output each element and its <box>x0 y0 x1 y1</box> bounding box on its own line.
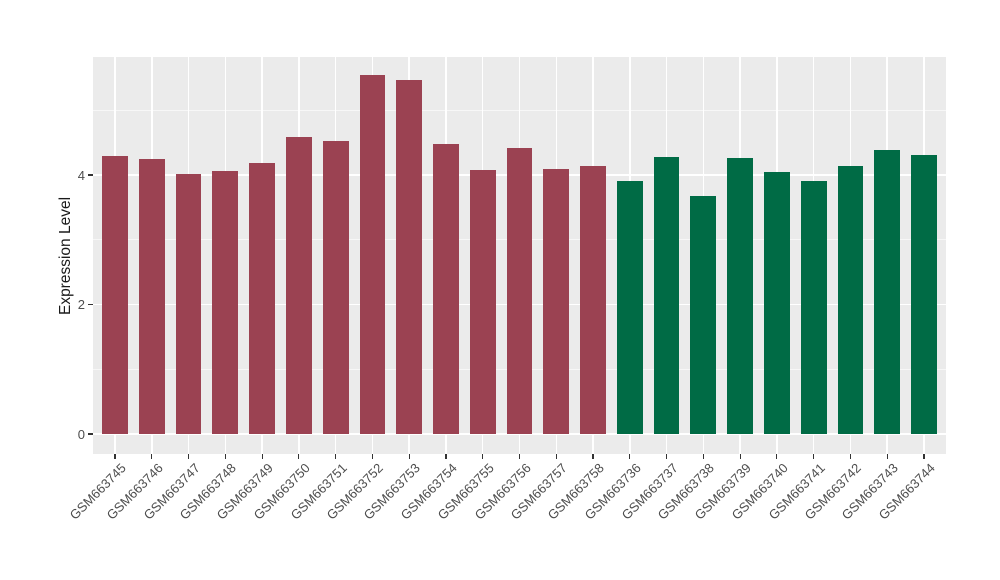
bar-GSM663751 <box>322 140 349 434</box>
x-axis-tick <box>592 454 594 459</box>
x-axis-tick <box>665 454 668 459</box>
bar-GSM663747 <box>175 174 202 434</box>
x-axis-tick <box>555 454 557 459</box>
x-axis-tick <box>408 454 410 459</box>
x-axis-tick <box>114 454 116 459</box>
bar-GSM663744 <box>911 154 937 434</box>
x-axis-tick <box>923 454 925 459</box>
bar-GSM663737 <box>653 156 680 434</box>
plot-panel <box>93 57 946 454</box>
x-axis-tick <box>445 454 447 459</box>
x-axis-tick <box>629 454 631 459</box>
x-axis-tick <box>482 454 484 459</box>
bar-GSM663738 <box>690 196 717 434</box>
bar-GSM663756 <box>506 148 533 434</box>
bar-GSM663753 <box>396 79 423 434</box>
gridline-horizontal-minor <box>93 109 946 111</box>
y-axis-tick <box>88 303 93 306</box>
bar-GSM663736 <box>616 181 643 434</box>
bar-GSM663746 <box>138 158 165 434</box>
bar-GSM663743 <box>874 149 901 434</box>
x-axis-tick <box>518 454 521 459</box>
x-axis-tick <box>849 454 851 459</box>
gridline-horizontal-major <box>93 433 946 435</box>
bar-GSM663750 <box>286 136 312 434</box>
bar-GSM663742 <box>837 165 864 434</box>
bar-GSM663754 <box>433 143 459 434</box>
bar-GSM663740 <box>764 171 790 434</box>
x-axis-tick <box>151 454 153 459</box>
bar-GSM663758 <box>580 165 606 434</box>
y-axis-tick-label: 4 <box>77 167 85 183</box>
x-axis-tick <box>224 454 226 459</box>
bar-GSM663755 <box>469 169 496 434</box>
bar-GSM663757 <box>543 169 570 434</box>
x-axis-tick <box>702 454 704 459</box>
bar-GSM663741 <box>800 181 827 434</box>
x-axis-tick <box>886 454 888 459</box>
x-axis-tick <box>335 454 337 459</box>
bar-GSM663749 <box>249 163 275 434</box>
y-axis-tick <box>88 174 93 176</box>
x-axis-tick <box>739 454 741 459</box>
x-axis-tick <box>813 454 815 459</box>
x-axis-tick <box>187 454 190 459</box>
y-axis-tick <box>88 433 93 435</box>
bar-GSM663748 <box>212 171 239 434</box>
bar-GSM663752 <box>359 74 386 434</box>
x-axis-tick <box>776 454 778 459</box>
x-axis-tick <box>261 454 263 459</box>
y-axis-tick-label: 0 <box>77 426 85 442</box>
x-axis-tick <box>371 454 374 459</box>
x-axis-tick <box>298 454 300 459</box>
bar-GSM663739 <box>727 158 753 434</box>
bar-GSM663745 <box>102 155 128 434</box>
y-axis-tick-label: 2 <box>77 297 85 312</box>
